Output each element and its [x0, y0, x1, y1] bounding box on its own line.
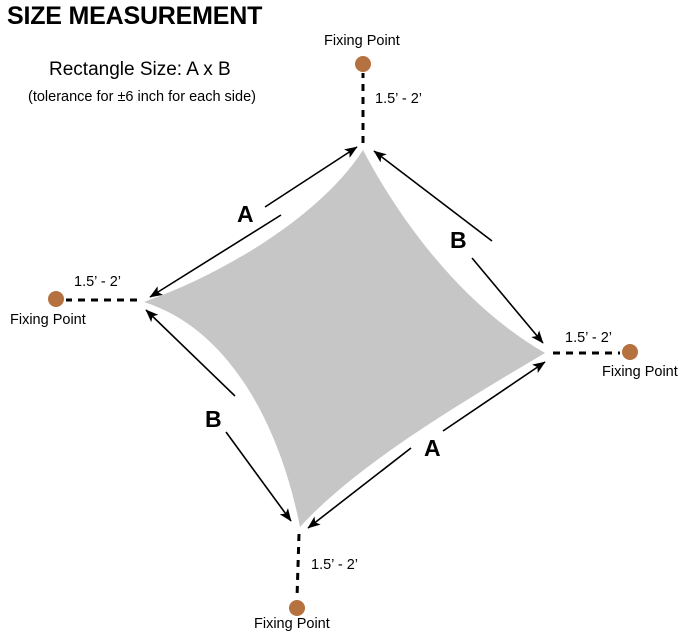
fixing-point-dot-bottom: [289, 600, 305, 616]
fixing-point-label-left: Fixing Point: [10, 312, 86, 328]
side-label-b-left: B: [205, 406, 222, 432]
shade-sail-shape: [144, 150, 545, 527]
tolerance-note: (tolerance for ±6 inch for each side): [28, 89, 256, 105]
fixing-point-dot-top: [355, 56, 371, 72]
side-label-a-bottom: A: [424, 435, 441, 461]
dimension-arrow-b-right-part1: [373, 150, 493, 242]
fixing-point-label-bottom: Fixing Point: [254, 616, 330, 632]
fixing-point-label-right: Fixing Point: [602, 364, 678, 380]
dimension-arrow-a-bottom-part2: [307, 447, 412, 529]
rectangle-size-note: Rectangle Size: A x B: [49, 59, 231, 80]
dimension-arrow-a-top-part2: [264, 146, 358, 208]
dimension-label-bottom: 1.5’ - 2’: [311, 557, 359, 573]
dimension-label-top: 1.5’ - 2’: [375, 91, 423, 107]
tether-line-bottom: [295, 533, 301, 599]
fixing-point-label-top: Fixing Point: [324, 33, 400, 49]
dimension-arrow-b-right-part2: [471, 257, 544, 344]
dimension-label-left: 1.5’ - 2’: [74, 274, 122, 290]
dimension-label-right: 1.5’ - 2’: [565, 330, 613, 346]
side-label-b-right: B: [450, 227, 467, 253]
side-label-a-top: A: [237, 201, 254, 227]
dimension-arrow-b-left-part2: [225, 431, 292, 522]
dimension-arrow-a-bottom-part1: [442, 361, 546, 432]
dimension-arrow-b-left-part1: [145, 309, 236, 397]
page-title: SIZE MEASUREMENT: [7, 2, 263, 30]
fixing-point-dot-left: [48, 291, 64, 307]
dimension-arrow-a-top-part1: [149, 214, 282, 298]
fixing-point-dot-right: [622, 344, 638, 360]
